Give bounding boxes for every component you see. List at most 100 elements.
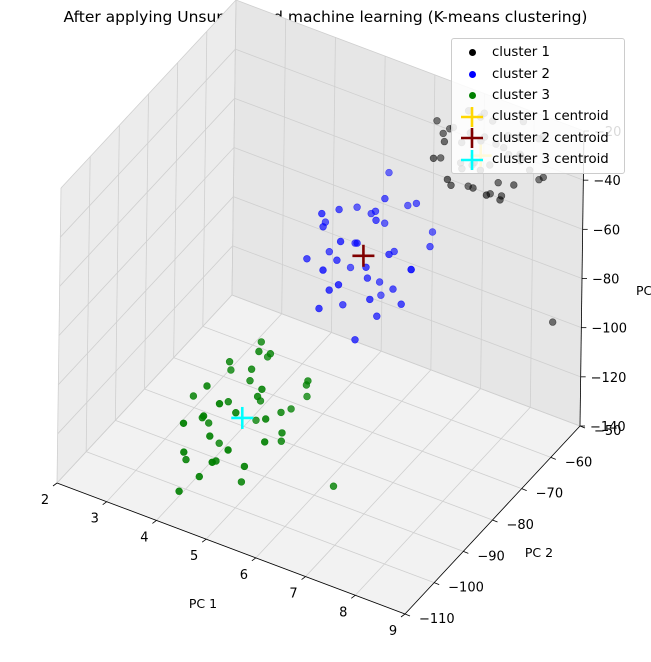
data-point [227, 366, 235, 374]
data-point [381, 219, 389, 227]
x-tick-mark [400, 613, 406, 618]
x-tick-mark [52, 482, 58, 487]
x-tick-label: 9 [389, 624, 397, 639]
data-point [385, 168, 393, 177]
legend-symbol [452, 149, 492, 170]
x-tick-mark [102, 501, 107, 506]
grid-line-y-floor [144, 388, 493, 521]
data-point [428, 228, 437, 236]
data-point [334, 281, 343, 289]
data-point [412, 199, 421, 208]
legend-symbol [452, 106, 492, 127]
data-point [224, 446, 232, 454]
data-point [277, 408, 285, 417]
data-point [404, 201, 412, 210]
z-tick-label: −140 [590, 420, 626, 435]
data-point [375, 278, 384, 286]
data-point [389, 285, 397, 293]
data-point [346, 263, 355, 272]
legend-label: cluster 2 centroid [492, 130, 609, 146]
data-point [302, 381, 311, 389]
legend: cluster 1 cluster 2 cluster 3 cluster 1 cen… [451, 38, 625, 175]
x-tick-label: 3 [91, 512, 99, 527]
data-point [339, 301, 347, 309]
data-point [325, 248, 333, 256]
z-tick-label: −100 [591, 322, 627, 337]
data-point [381, 194, 389, 203]
legend-item: cluster 1 centroid [452, 106, 624, 127]
data-point [377, 291, 385, 299]
legend-item: cluster 3 [452, 85, 624, 106]
data-point [256, 397, 265, 405]
grid-line-z-left [58, 196, 234, 385]
y-tick-mark [550, 456, 556, 460]
legend-label: cluster 3 [492, 87, 550, 103]
data-point [510, 181, 518, 189]
data-point [208, 458, 216, 466]
data-point [372, 216, 380, 225]
z-tick-label: −80 [592, 273, 619, 288]
chart-title: After applying Unsupervised machine lear… [63, 8, 588, 26]
data-point [321, 218, 330, 226]
data-point [175, 487, 183, 495]
y-axis-label: PC 2 [525, 545, 553, 560]
data-point [363, 274, 372, 282]
data-point [336, 237, 345, 246]
x-axis-label: PC 1 [189, 596, 217, 611]
data-point [494, 179, 502, 187]
grid-line-z-left [57, 245, 233, 435]
series-5 [352, 244, 375, 267]
data-point [278, 429, 286, 437]
x-tick-mark [152, 520, 157, 524]
grid-line-y-floor [86, 451, 435, 584]
data-point [247, 365, 256, 373]
legend-label: cluster 2 [492, 66, 550, 82]
y-tick-label: −60 [565, 455, 592, 470]
data-point [303, 255, 311, 263]
grid-line-z-back [233, 147, 583, 279]
data-point [433, 117, 441, 125]
y-tick-mark [404, 613, 411, 617]
legend-symbol [452, 128, 492, 149]
data-point [257, 338, 265, 346]
legend-symbol [452, 42, 492, 63]
y-tick-label: −110 [419, 612, 455, 627]
data-point [180, 448, 188, 456]
data-point [373, 312, 381, 320]
x-tick-mark [201, 538, 207, 543]
y-tick-label: −50 [594, 424, 621, 439]
data-point [439, 129, 447, 138]
data-point [237, 478, 246, 486]
data-point [252, 416, 260, 424]
data-point [232, 409, 240, 417]
data-point [440, 137, 449, 146]
data-point [255, 347, 263, 356]
y-tick-mark [521, 488, 527, 492]
data-point [367, 209, 375, 218]
data-point [203, 382, 211, 390]
data-point [246, 377, 254, 385]
grid-line-z-back [231, 294, 581, 427]
data-point [287, 405, 295, 413]
x-axis-line [56, 482, 406, 615]
legend-symbol [452, 64, 492, 85]
data-point [426, 242, 434, 251]
data-point [351, 239, 359, 247]
x-tick-mark [351, 594, 356, 599]
legend-item: cluster 2 centroid [452, 128, 624, 149]
y-tick-label: −90 [477, 549, 504, 564]
data-point [464, 182, 472, 190]
data-point [333, 256, 341, 264]
data-point [407, 265, 415, 274]
x-tick-mark [301, 576, 306, 580]
y-tick-label: −100 [448, 581, 484, 596]
legend-label: cluster 3 centroid [492, 152, 609, 168]
data-point [189, 392, 198, 400]
grid-line-z-left [56, 294, 233, 484]
grid-line-y-floor [202, 325, 551, 458]
data-point [443, 175, 452, 184]
x-tick-label: 4 [140, 530, 148, 545]
data-point [224, 398, 233, 406]
data-point [262, 415, 270, 423]
data-point [261, 438, 269, 446]
